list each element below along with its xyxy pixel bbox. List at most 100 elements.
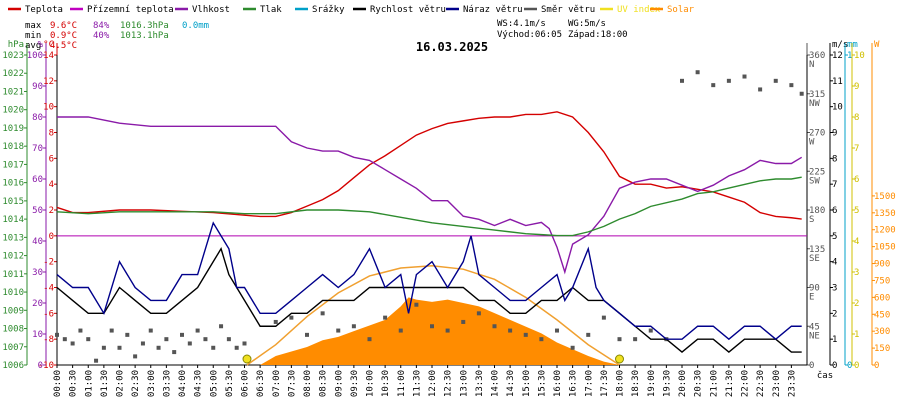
- stat-max-temp: 9.6°C: [50, 21, 77, 31]
- x-tick-label: 13:30: [475, 370, 485, 397]
- wind-direction-point: [570, 345, 575, 350]
- wind-direction-point: [109, 328, 114, 333]
- x-tick-label: 14:30: [506, 370, 516, 397]
- humidity-tick-label: 10: [32, 330, 43, 340]
- solar-tick-label: 1500: [874, 192, 896, 202]
- uv-tick-label: 0: [854, 361, 859, 371]
- sunrise-marker: [242, 354, 252, 364]
- temperature-tick-label: -4: [43, 284, 54, 294]
- stat-min-label: min: [25, 31, 41, 41]
- legend-label: Vlhkost: [192, 5, 230, 15]
- wind-direction-point: [78, 328, 83, 333]
- rain-tick-label: 1: [847, 51, 852, 61]
- wind-direction-point: [789, 83, 794, 88]
- temperature-tick-label: 12: [43, 77, 54, 87]
- wind-speed-tick-label: 9: [832, 129, 837, 139]
- wind-direction-point: [156, 345, 161, 350]
- wind-direction-point: [430, 324, 434, 329]
- series-line-teplota: [56, 111, 802, 220]
- wind-speed-tick-label: 10: [832, 103, 843, 113]
- wind-direction-point: [70, 341, 75, 346]
- x-tick-label: 06:30: [256, 370, 266, 397]
- pressure-tick-label: 1008: [2, 325, 24, 335]
- wind-direction-point: [601, 315, 606, 320]
- legend-label: UV index: [617, 5, 661, 15]
- wind-direction-point: [117, 345, 122, 350]
- x-tick-label: 10:30: [381, 370, 391, 397]
- wind-dir-tick-label: 225: [809, 167, 825, 177]
- solar-tick-label: 300: [874, 327, 890, 337]
- wind-direction-point: [648, 328, 653, 333]
- pressure-tick-label: 1015: [2, 197, 24, 207]
- stat-max-hum: 84%: [93, 21, 110, 31]
- wind-direction-point: [62, 337, 67, 342]
- stats-block: max 9.6°C 84% 1016.3hPa 0.0mm min 0.9°C …: [25, 19, 628, 51]
- legend-label: Teplota: [25, 5, 63, 15]
- x-tick-label: 23:30: [787, 370, 797, 397]
- wind-dir-tick-label: 135: [809, 245, 825, 255]
- wind-speed-tick-label: 0: [832, 361, 837, 371]
- x-axis-ticks: 00:00 00:30 01:00 01:30 02:00 02:30 03:00 03:30…: [53, 365, 797, 397]
- wind-direction-point: [133, 354, 138, 359]
- x-tick-label: 08:00: [303, 370, 313, 397]
- series-line-rychlost-v-tru: [56, 247, 802, 353]
- uv-tick-label: 3: [854, 268, 859, 278]
- wind-dir-compass-label: W: [809, 138, 815, 148]
- x-tick-label: 11:30: [412, 370, 422, 397]
- x-tick-label: 13:00: [459, 370, 469, 397]
- pressure-tick-label: 1011: [2, 270, 24, 280]
- temperature-tick-label: 6: [49, 154, 54, 164]
- solar-tick-label: 1350: [874, 209, 896, 219]
- uv-tick-label: 2: [854, 299, 859, 309]
- solar-tick-label: 750: [874, 276, 890, 286]
- wind-dir-tick-label: 180: [809, 206, 825, 216]
- wind-direction-point: [758, 87, 763, 92]
- stat-max-press: 1016.3hPa: [120, 21, 169, 31]
- pressure-tick-label: 1020: [2, 106, 24, 116]
- x-tick-label: 03:30: [162, 370, 172, 397]
- wind-direction-point: [305, 332, 309, 337]
- wind-direction-point: [289, 315, 294, 320]
- wind-direction-point: [187, 341, 192, 346]
- stat-avg-temp: 4.5°C: [50, 41, 77, 51]
- x-axis-label: čas: [817, 370, 833, 381]
- humidity-tick-label: 70: [32, 144, 43, 154]
- x-tick-label: 16:00: [553, 370, 563, 397]
- wind-direction-point: [445, 328, 450, 333]
- humidity-tick-label: 100: [27, 51, 43, 61]
- x-tick-label: 20:00: [678, 370, 688, 397]
- x-tick-label: 02:00: [116, 370, 126, 397]
- solar-tick-label: 1050: [874, 243, 896, 253]
- humidity-tick-label: 0: [38, 361, 43, 371]
- legend-label: Solar: [667, 5, 695, 15]
- pressure-tick-label: 1019: [2, 124, 24, 134]
- temperature-tick-label: -10: [38, 361, 54, 371]
- wind-speed-tick-label: 2: [832, 309, 837, 319]
- pressure-tick-label: 1012: [2, 252, 24, 262]
- x-tick-label: 01:30: [100, 370, 110, 397]
- wind-direction-point: [140, 341, 145, 346]
- wind-dir-compass-label: NW: [809, 99, 820, 109]
- x-tick-label: 20:30: [694, 370, 704, 397]
- wind-dir-compass-label: S: [809, 215, 814, 225]
- pressure-tick-label: 1023: [2, 51, 24, 61]
- wind-direction-point: [180, 332, 184, 337]
- wind-speed-tick-label: 3: [832, 284, 837, 294]
- wind-direction-point: [101, 345, 106, 350]
- series-line-n-raz-v-tru: [56, 221, 802, 341]
- wind-direction-point: [86, 337, 91, 342]
- x-tick-label: 22:30: [756, 370, 766, 397]
- x-tick-label: 05:00: [209, 370, 219, 397]
- humidity-tick-label: 40: [32, 237, 43, 247]
- x-tick-label: 02:30: [131, 370, 141, 397]
- stat-min-hum: 40%: [93, 31, 110, 41]
- wind-dir-compass-label: NE: [809, 331, 820, 341]
- wind-direction-point: [383, 315, 388, 320]
- x-tick-label: 12:00: [428, 370, 438, 397]
- humidity-tick-label: 80: [32, 113, 43, 123]
- wind-direction-point: [172, 350, 177, 355]
- x-tick-label: 04:30: [194, 370, 204, 397]
- wind-direction-point: [219, 324, 224, 329]
- legend-label: Směr větru: [541, 5, 595, 15]
